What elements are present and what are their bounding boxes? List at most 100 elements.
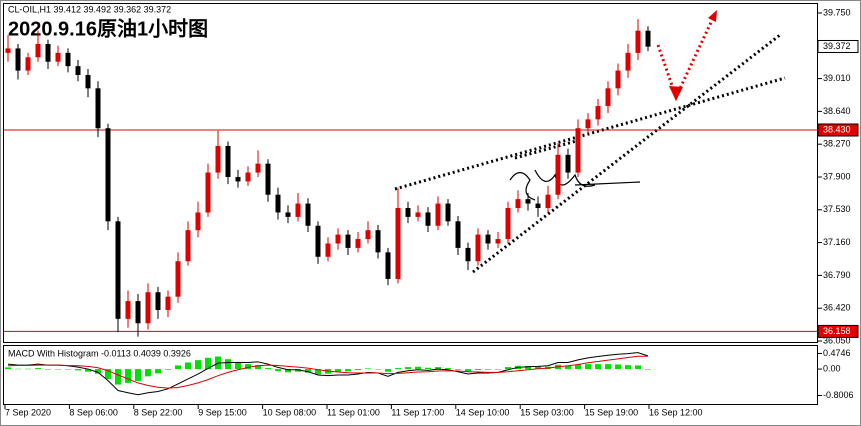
histogram-bar bbox=[575, 364, 581, 370]
x-tick-label: 8 Sep 22:00 bbox=[134, 407, 183, 417]
y-tick-label: -0.8006 bbox=[823, 390, 854, 400]
histogram-bar bbox=[385, 369, 391, 372]
arrow-head bbox=[669, 86, 683, 101]
candle-body bbox=[35, 43, 41, 58]
histogram-bar bbox=[565, 365, 571, 370]
candle-body bbox=[145, 292, 151, 324]
histogram-bar bbox=[205, 357, 211, 370]
candle-body bbox=[155, 292, 161, 310]
candle-body bbox=[5, 48, 11, 53]
candle-body bbox=[315, 225, 321, 257]
candle-body bbox=[395, 208, 401, 279]
candle-body bbox=[455, 221, 461, 248]
candle-body bbox=[535, 203, 541, 209]
histogram-bar bbox=[415, 366, 421, 370]
candle-body bbox=[635, 30, 641, 53]
histogram-bar bbox=[445, 368, 451, 370]
candle-body bbox=[275, 194, 281, 213]
y-tick-label: 0.4746 bbox=[823, 348, 851, 358]
candle-body bbox=[105, 128, 111, 222]
histogram-bar bbox=[585, 364, 591, 370]
candle-body bbox=[195, 212, 201, 231]
candle-body bbox=[165, 296, 171, 310]
histogram-bar bbox=[305, 369, 311, 373]
histogram-bar bbox=[615, 364, 621, 370]
histogram-bar bbox=[395, 368, 401, 370]
chart-header: CL-OIL,H1 39.412 39.492 39.362 39.372 bbox=[8, 4, 171, 14]
histogram-bar bbox=[535, 366, 541, 370]
histogram-bar bbox=[605, 364, 611, 370]
y-tick-label: 37.160 bbox=[823, 237, 851, 247]
candle-body bbox=[365, 230, 371, 240]
x-tick-label: 7 Sep 2020 bbox=[5, 407, 51, 417]
histogram-bar bbox=[15, 368, 21, 370]
histogram-bar bbox=[105, 369, 111, 379]
x-tick-label: 10 Sep 08:00 bbox=[263, 407, 317, 417]
histogram-bar bbox=[405, 367, 411, 370]
price-mark bbox=[817, 123, 859, 137]
histogram-bar bbox=[185, 362, 191, 370]
candle-body bbox=[385, 252, 391, 279]
histogram-bar bbox=[355, 369, 361, 371]
histogram-bar bbox=[65, 369, 71, 370]
price-mark bbox=[817, 324, 859, 338]
histogram-bar bbox=[635, 365, 641, 370]
histogram-bar bbox=[505, 367, 511, 370]
candle-body bbox=[65, 52, 71, 67]
candle-body bbox=[225, 145, 231, 177]
histogram-bar bbox=[625, 365, 631, 370]
candle-body bbox=[435, 203, 441, 226]
candle-body bbox=[335, 234, 341, 244]
histogram-bar bbox=[155, 369, 161, 374]
price-mark-label: 39.372 bbox=[823, 41, 851, 51]
candle-body bbox=[625, 52, 631, 71]
histogram-bar bbox=[175, 365, 181, 370]
candle-body bbox=[25, 57, 31, 71]
histogram-bar bbox=[165, 369, 171, 370]
candle-body bbox=[525, 199, 531, 204]
candle-body bbox=[215, 145, 221, 173]
y-tick-label: 39.010 bbox=[823, 73, 851, 83]
candle-body bbox=[645, 30, 651, 47]
histogram-bar bbox=[265, 368, 271, 370]
macd-panel bbox=[3, 345, 818, 405]
y-tick-label: 38.270 bbox=[823, 139, 851, 149]
histogram-bar bbox=[245, 364, 251, 370]
histogram-bar bbox=[75, 369, 81, 371]
candle-body bbox=[555, 154, 561, 195]
x-tick-label: 8 Sep 06:00 bbox=[69, 407, 118, 417]
candle-body bbox=[355, 239, 361, 248]
candle-body bbox=[305, 203, 311, 226]
y-tick-label: 36.790 bbox=[823, 270, 851, 280]
histogram-bar bbox=[365, 368, 371, 370]
y-tick-label: 36.050 bbox=[823, 335, 851, 345]
candle-body bbox=[615, 70, 621, 89]
candle-body bbox=[75, 66, 81, 76]
x-tick-label: 9 Sep 15:00 bbox=[198, 407, 247, 417]
trend-lines bbox=[394, 33, 786, 274]
trend-line bbox=[514, 138, 581, 160]
macd-title: MACD With Histogram -0.0113 0.4039 0.392… bbox=[8, 348, 191, 358]
histogram-bar bbox=[275, 369, 281, 372]
histogram-bar bbox=[45, 369, 51, 370]
y-tick-label: 37.900 bbox=[823, 171, 851, 181]
candle-body bbox=[15, 48, 21, 71]
candle-body bbox=[245, 172, 251, 182]
candle-body bbox=[445, 203, 451, 222]
x-tick-label: 16 Sep 12:00 bbox=[649, 407, 703, 417]
histogram-bar bbox=[435, 367, 441, 370]
candle-body bbox=[605, 88, 611, 107]
candle-body bbox=[125, 301, 131, 319]
candle-body bbox=[545, 194, 551, 209]
candle-body bbox=[515, 199, 521, 209]
y-tick-label: 38.640 bbox=[823, 106, 851, 116]
candle-body bbox=[405, 208, 411, 217]
histogram-bar bbox=[315, 369, 321, 375]
x-tick-label: 11 Sep 01:00 bbox=[327, 407, 380, 417]
candle-body bbox=[495, 239, 501, 244]
candle-body bbox=[575, 128, 581, 173]
candle-body bbox=[175, 261, 181, 297]
candle-body bbox=[285, 212, 291, 217]
histogram-bar bbox=[475, 369, 481, 371]
